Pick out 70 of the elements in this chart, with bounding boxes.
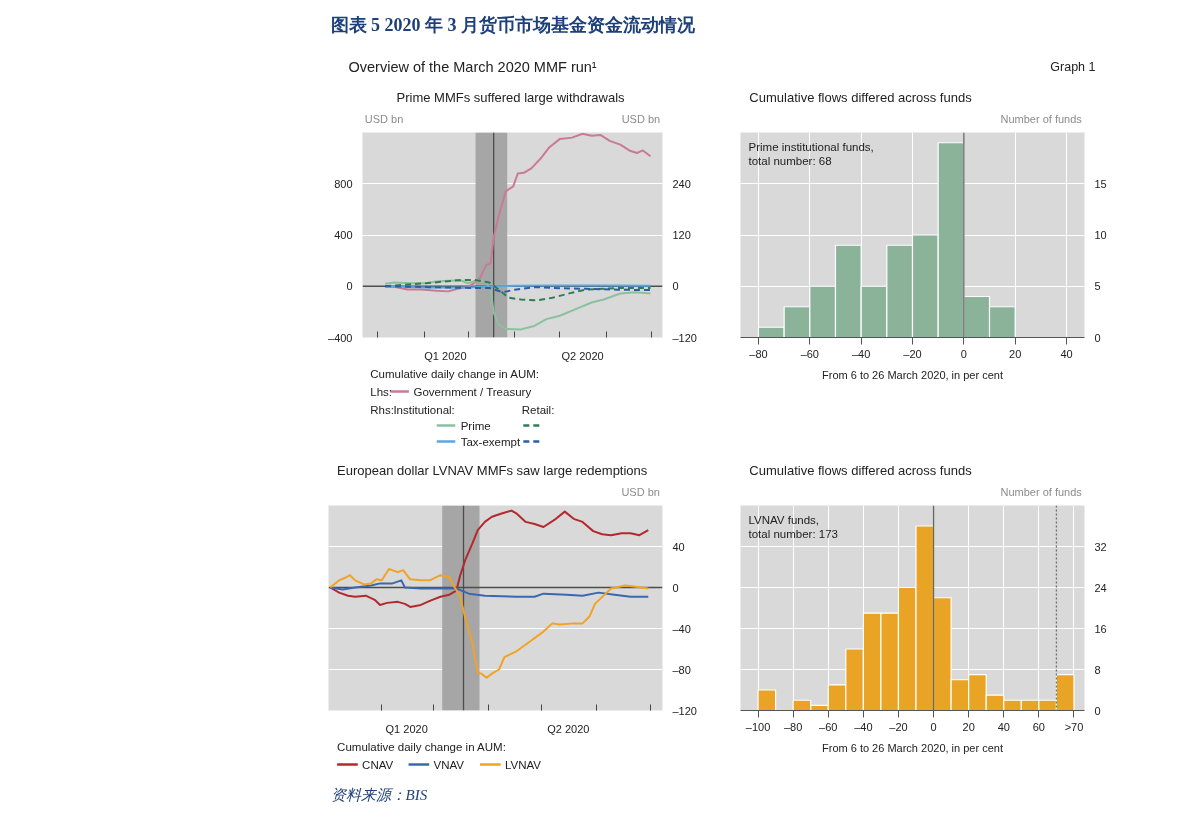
x-tick-label: >70	[1064, 720, 1084, 733]
x-tick-label: –20	[889, 720, 908, 733]
x-tick-label: –60	[800, 347, 819, 360]
legend-label: Tax-exempt	[460, 435, 521, 448]
chart-title: European dollar LVNAV MMFs saw large redemptions	[337, 463, 648, 478]
y-tick-label: 8	[1094, 663, 1101, 676]
text: Institutional:	[393, 403, 455, 416]
legend-title: Cumulative daily change in AUM:	[337, 740, 506, 753]
y-tick-label: 0	[672, 581, 679, 594]
x-tick-label: Q1 2020	[424, 349, 467, 362]
x-tick-label: –40	[851, 347, 871, 360]
legend-label: CNAV	[362, 758, 394, 771]
y-axis-title: Number of funds	[1000, 485, 1083, 498]
x-axis-title: From 6 to 26 March 2020, in per cent	[822, 368, 1003, 381]
y-tick-label: 400	[334, 229, 353, 241]
legend-label: Prime	[460, 419, 491, 432]
y-tick-label: –400	[328, 331, 353, 344]
x-tick-label: 20	[962, 720, 975, 733]
y-tick-label: 40	[672, 540, 685, 553]
x-tick-label: 20	[1009, 347, 1022, 360]
y-tick-label: 0	[1094, 331, 1101, 344]
y-tick-label: 800	[334, 177, 353, 190]
x-tick-label: 60	[1032, 720, 1045, 733]
x-tick-label: 40	[997, 720, 1010, 733]
x-tick-label: –40	[854, 720, 873, 733]
y-tick-label: 0	[346, 280, 353, 293]
x-tick-label: –80	[749, 347, 768, 360]
x-tick-label: 0	[930, 720, 937, 733]
y-tick-label: –80	[672, 663, 691, 676]
annotation: LVNAV funds, total number: 173	[748, 513, 839, 541]
y-axis-title: USD bn	[621, 485, 660, 498]
chart-title: Cumulative flows differed across funds	[749, 90, 973, 105]
x-axis-title: From 6 to 26 March 2020, in per cent	[822, 741, 1003, 754]
x-tick-label: Q2 2020	[561, 349, 604, 362]
legend-label: VNAV	[433, 758, 465, 771]
y-tick-label: –120	[672, 704, 697, 717]
x-tick-label: –80	[783, 720, 803, 733]
legend-label: Government / Treasury	[413, 385, 532, 398]
y-tick-label: 5	[1094, 280, 1101, 293]
x-tick-label: Q1 2020	[385, 722, 428, 735]
y-tick-label: 16	[1094, 622, 1107, 635]
chart-title: Prime MMFs suffered large withdrawals	[396, 90, 626, 105]
x-tick-label: –60	[819, 720, 838, 733]
chart-title: Cumulative flows differed across funds	[749, 463, 973, 478]
x-tick-label: 0	[960, 347, 967, 360]
text: Overview of the March 2020 MMF run¹	[348, 58, 597, 75]
text: 资料来源：BIS	[330, 786, 428, 803]
y2-tick-label: 240	[672, 177, 691, 190]
y-axis-title: USD bn	[364, 112, 404, 125]
y-tick-label: 32	[1094, 540, 1107, 553]
y-tick-label: 0	[1094, 704, 1101, 717]
y-tick-label: –40	[672, 622, 691, 635]
y-axis-title: Number of funds	[1000, 112, 1083, 125]
x-tick-label: 40	[1060, 347, 1073, 360]
legend-label: LVNAV	[504, 758, 542, 771]
y2-tick-label: 120	[672, 229, 691, 241]
text: Retail:	[521, 403, 555, 416]
y-tick-label: 10	[1094, 229, 1107, 241]
annotation: Prime institutional funds, total number: 68	[748, 140, 874, 168]
y-tick-label: 24	[1094, 581, 1107, 594]
y-tick-label: 15	[1094, 177, 1107, 190]
text: 图表 5 2020 年 3 月货币市场基金资金流动情况	[330, 14, 696, 35]
legend-title: Cumulative daily change in AUM:	[370, 367, 539, 380]
text: Lhs:	[370, 385, 392, 398]
x-tick-label: Q2 2020	[547, 722, 590, 735]
text: Rhs:	[370, 403, 394, 416]
caption: Graph 1	[1050, 59, 1096, 74]
x-tick-label: –20	[903, 347, 922, 360]
y2-axis-title: USD bn	[621, 112, 661, 125]
x-tick-label: –100	[745, 720, 771, 733]
